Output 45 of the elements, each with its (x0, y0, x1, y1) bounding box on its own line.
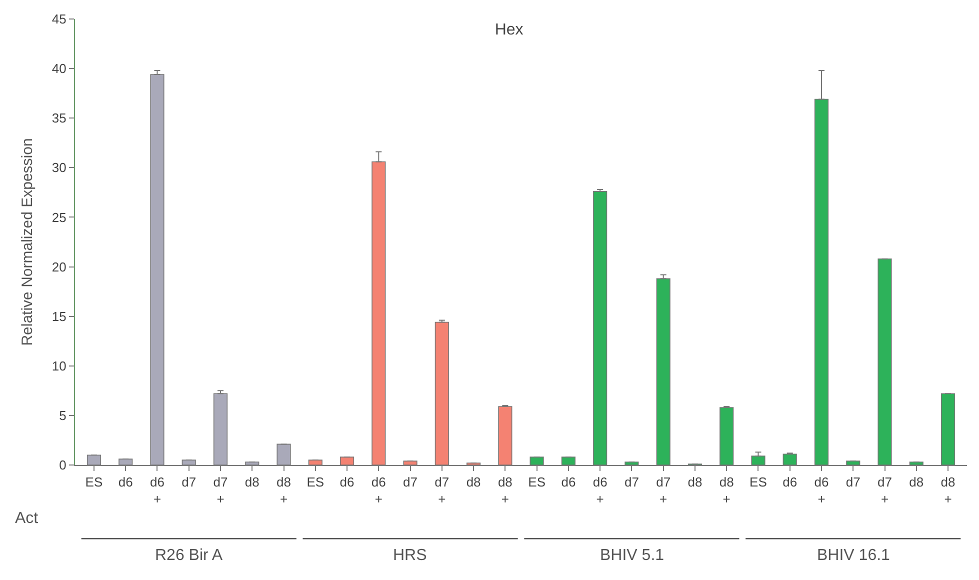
y-tick-label: 25 (52, 210, 66, 225)
x-tick-label: d7 (403, 474, 418, 490)
x-tick-label: d6 + (592, 474, 608, 506)
x-tick-label: d6 + (814, 474, 829, 506)
text: BHIV 5.1 (600, 547, 664, 564)
x-tick-label: ES (85, 474, 103, 490)
x-tick-label: d6 (782, 474, 798, 490)
y-tick-label: 10 (52, 358, 66, 374)
y-tick-label: 40 (52, 61, 66, 76)
x-tick-label: ES (306, 474, 324, 490)
x-tick-label: d6 (561, 474, 576, 490)
text: Act (15, 510, 39, 527)
x-tick-label: ES (750, 474, 768, 490)
x-tick-label: ES (528, 474, 546, 490)
x-tick-label: d7 + (878, 474, 892, 506)
x-tick-label: d8 (688, 474, 702, 490)
text: R26 Bir A (155, 547, 223, 564)
chart-title: Hex (494, 21, 524, 38)
x-tick-label: d7 (182, 474, 196, 490)
x-tick-label: d8 + (940, 474, 956, 506)
y-tick-label: 35 (52, 110, 66, 126)
text: BHIV 16.1 (817, 547, 890, 564)
x-tick-label: d8 + (498, 474, 512, 506)
x-tick-label: d8 (466, 474, 481, 490)
x-tick-label: d7 (624, 474, 639, 490)
x-tick-label: d6 (340, 474, 354, 490)
y-tick-label: 5 (59, 408, 66, 423)
x-tick-label: d6 (118, 474, 133, 490)
y-tick-label: 45 (52, 12, 66, 27)
x-tick-label: d8 + (719, 474, 734, 506)
x-tick-label: d8 (244, 474, 260, 490)
x-tick-label: d7 + (434, 474, 450, 506)
x-tick-label: d6 + (150, 474, 164, 506)
y-tick-label: 20 (52, 259, 66, 274)
x-tick-label: d8 + (276, 474, 292, 506)
x-tick-label: d7 + (213, 474, 228, 506)
x-tick-label: d7 + (656, 474, 671, 506)
y-tick-label: 30 (52, 160, 66, 176)
x-tick-label: d6 + (371, 474, 386, 506)
y-tick-label: 15 (52, 308, 66, 324)
x-tick-label: d8 (909, 474, 924, 490)
x-tick-label: d7 (846, 474, 860, 490)
text: HRS (393, 547, 427, 564)
y-tick-label: 0 (59, 458, 66, 473)
y-axis-title: Relative Normalized Expession (19, 138, 36, 346)
